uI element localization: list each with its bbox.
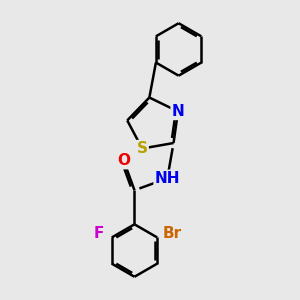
Text: NH: NH — [154, 171, 180, 186]
Text: Br: Br — [163, 226, 182, 242]
Text: N: N — [172, 104, 184, 119]
Text: S: S — [137, 141, 148, 156]
Text: F: F — [94, 226, 104, 242]
Text: O: O — [117, 153, 130, 168]
